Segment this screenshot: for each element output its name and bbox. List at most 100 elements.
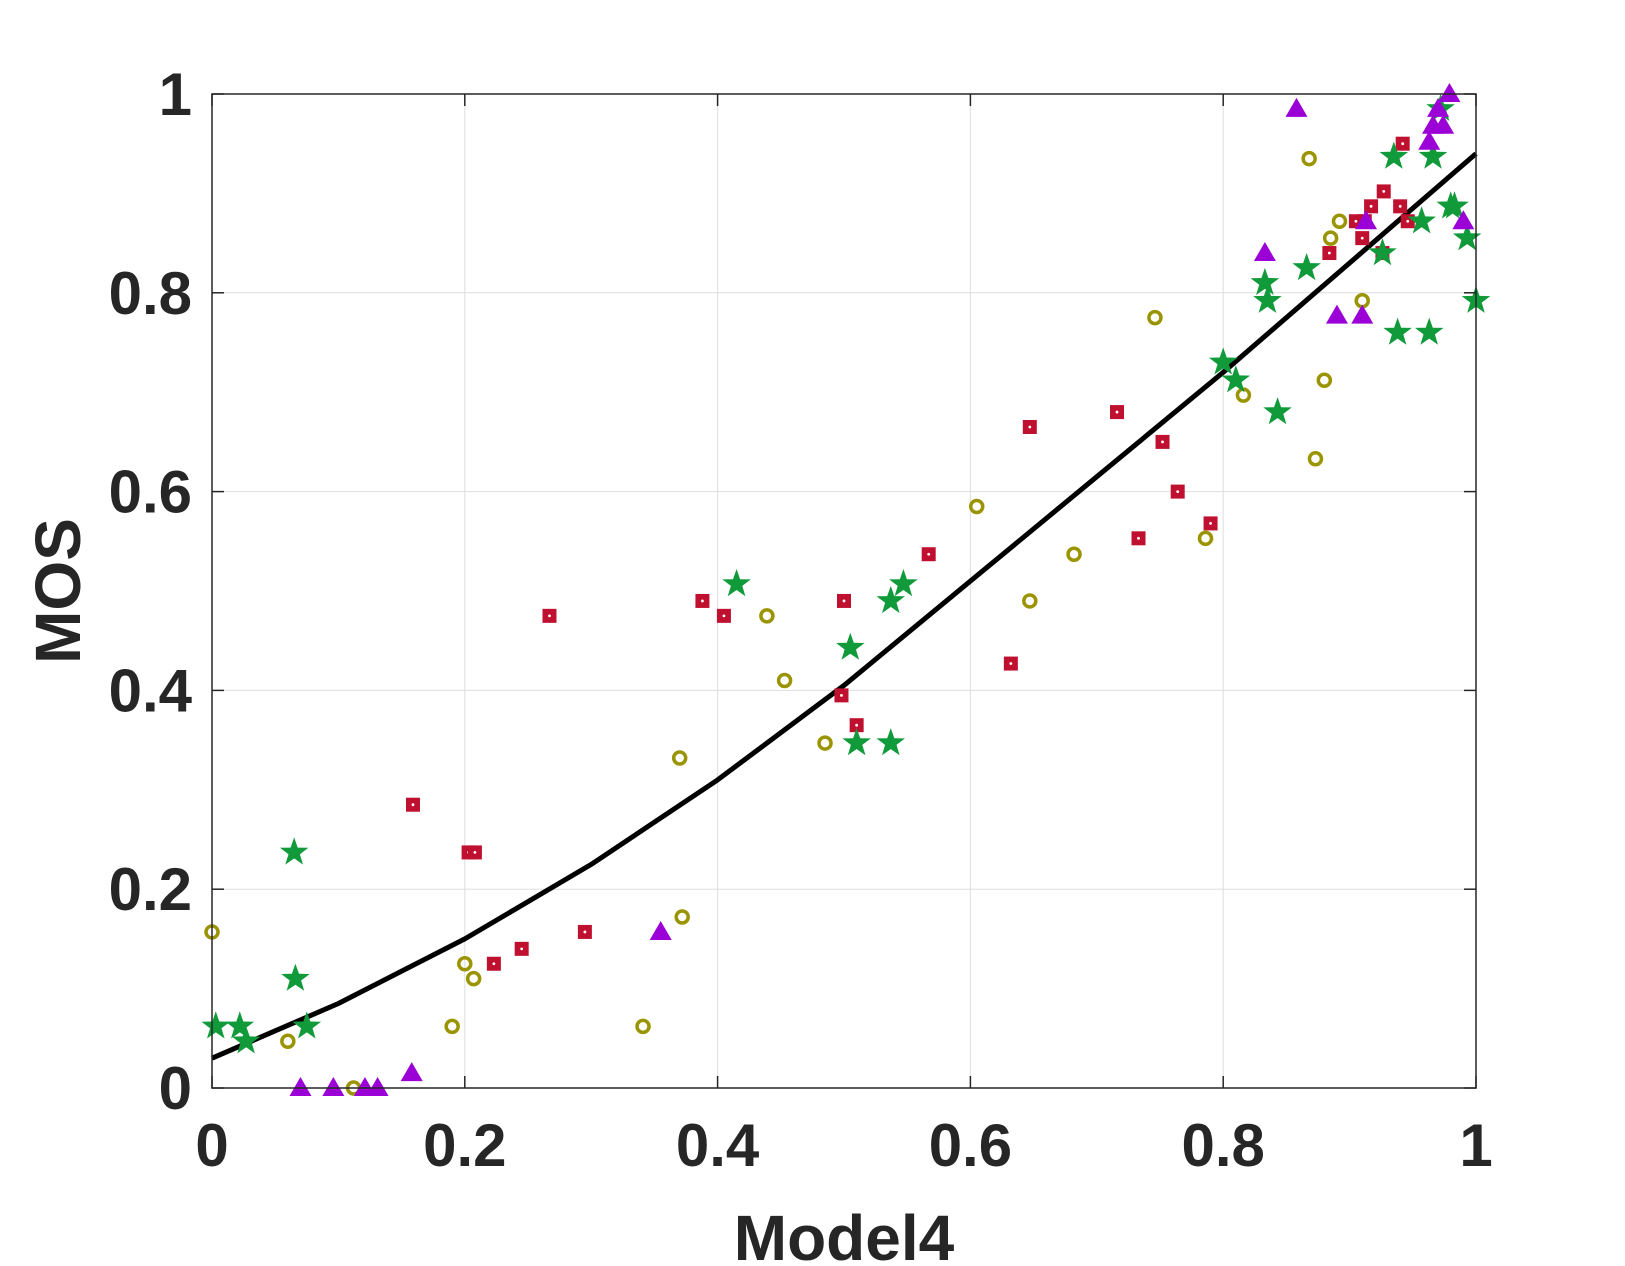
- star-point: [1383, 317, 1412, 345]
- star-point: [279, 837, 309, 865]
- circle-point: [776, 672, 793, 689]
- star-point: [1208, 347, 1238, 375]
- triangle-point: [1355, 210, 1378, 230]
- star-point: [1263, 397, 1292, 425]
- triangle-point: [1351, 304, 1374, 324]
- triangle-point: [1325, 304, 1348, 324]
- x-tick-label: 0.2: [423, 1112, 506, 1179]
- square-point-center: [855, 723, 859, 727]
- y-tick-labels: 0 0.2 0.4 0.6 0.8 1: [109, 61, 193, 1122]
- y-tick-label: 0.2: [109, 856, 192, 923]
- y-tick-label: 0.4: [109, 657, 193, 724]
- x-tick-label: 0.6: [929, 1112, 1012, 1179]
- x-tick-labels: 0 0.2 0.4 0.6 0.8 1: [195, 1112, 1492, 1179]
- star-point: [722, 569, 751, 597]
- circle-point: [674, 909, 690, 925]
- square-point-center: [411, 803, 415, 807]
- star-point: [1440, 191, 1469, 219]
- square-point-center: [1327, 251, 1331, 255]
- square-point-center: [1028, 425, 1032, 429]
- square-point-center: [1115, 410, 1119, 414]
- star-point: [225, 1011, 255, 1039]
- star-point: [836, 632, 865, 660]
- star-point: [201, 1011, 231, 1039]
- star-point: [1407, 206, 1436, 234]
- star-point: [876, 728, 905, 756]
- star-point: [1253, 285, 1282, 313]
- star-point: [231, 1026, 261, 1054]
- square-point-center: [1137, 536, 1140, 540]
- circle-point: [1322, 230, 1339, 246]
- x-tick-label: 0.8: [1181, 1112, 1264, 1179]
- circle-point: [671, 750, 688, 766]
- triangle-point: [1438, 83, 1461, 102]
- square-point-center: [1398, 204, 1402, 208]
- square-point-center: [1354, 219, 1358, 223]
- square-point-center: [1176, 490, 1180, 493]
- x-axis-title: Model4: [734, 1202, 955, 1266]
- square-point-center: [722, 614, 726, 618]
- x-tick-label: 0: [195, 1112, 228, 1179]
- square-point-center: [1406, 219, 1410, 223]
- square-point-center: [1382, 190, 1386, 193]
- circle-point: [759, 608, 775, 624]
- circle-point: [465, 970, 482, 987]
- triangle-point: [1253, 242, 1276, 262]
- circle-point: [1307, 451, 1324, 467]
- star-point: [1379, 141, 1409, 169]
- circle-point: [968, 498, 985, 515]
- star-point: [1368, 238, 1397, 266]
- tick-marks: [211, 93, 1477, 1089]
- circle-point: [457, 956, 473, 972]
- y-tick-label: 1: [159, 61, 192, 128]
- x-tick-label: 1: [1459, 1112, 1492, 1179]
- plot-area: [212, 94, 1476, 1088]
- circle-point: [280, 1033, 296, 1050]
- square-point-center: [520, 947, 524, 951]
- star-point: [1415, 317, 1444, 345]
- circle-point: [1022, 593, 1038, 609]
- triangle-point: [400, 1062, 423, 1082]
- square-point-center: [1161, 440, 1164, 444]
- triangle-point: [1452, 210, 1475, 230]
- square-point-center: [1209, 522, 1212, 525]
- circle-point: [1331, 213, 1348, 229]
- star-point: [876, 585, 905, 614]
- square-point-center: [583, 930, 587, 934]
- square-point-center: [492, 962, 496, 966]
- square-point-center: [548, 614, 551, 618]
- triangle-point: [366, 1077, 389, 1096]
- square-point-center: [927, 552, 931, 556]
- square-point-center: [842, 599, 846, 603]
- y-tick-label: 0: [159, 1055, 192, 1122]
- circle-point: [1316, 372, 1333, 389]
- circle-point: [1197, 530, 1214, 547]
- square-point-center: [1401, 142, 1405, 146]
- square-point-center: [840, 693, 843, 697]
- circle-point: [1066, 546, 1082, 562]
- star-point: [1292, 253, 1321, 281]
- data-points-layer: [201, 83, 1491, 1096]
- square-point-center: [1360, 236, 1364, 240]
- x-tick-label: 0.4: [676, 1112, 760, 1179]
- square-point-center: [473, 851, 477, 854]
- star-point: [889, 569, 918, 597]
- star-point: [281, 963, 310, 991]
- triangle-point: [322, 1077, 345, 1096]
- y-axis-title: MOS: [22, 518, 94, 664]
- y-tick-label: 0.6: [109, 459, 192, 526]
- star-point: [1452, 223, 1482, 251]
- triangle-point: [1418, 130, 1441, 150]
- triangle-point: [1427, 97, 1450, 117]
- triangle-point: [1285, 97, 1308, 117]
- y-tick-label: 0.8: [109, 260, 192, 327]
- star-point: [1250, 267, 1280, 295]
- circle-point: [444, 1018, 460, 1035]
- circle-point: [817, 735, 833, 751]
- circle-point: [1147, 309, 1163, 326]
- star-point: [842, 728, 871, 756]
- square-point-center: [1369, 204, 1373, 208]
- star-point: [1221, 365, 1251, 393]
- circle-point: [1301, 150, 1317, 167]
